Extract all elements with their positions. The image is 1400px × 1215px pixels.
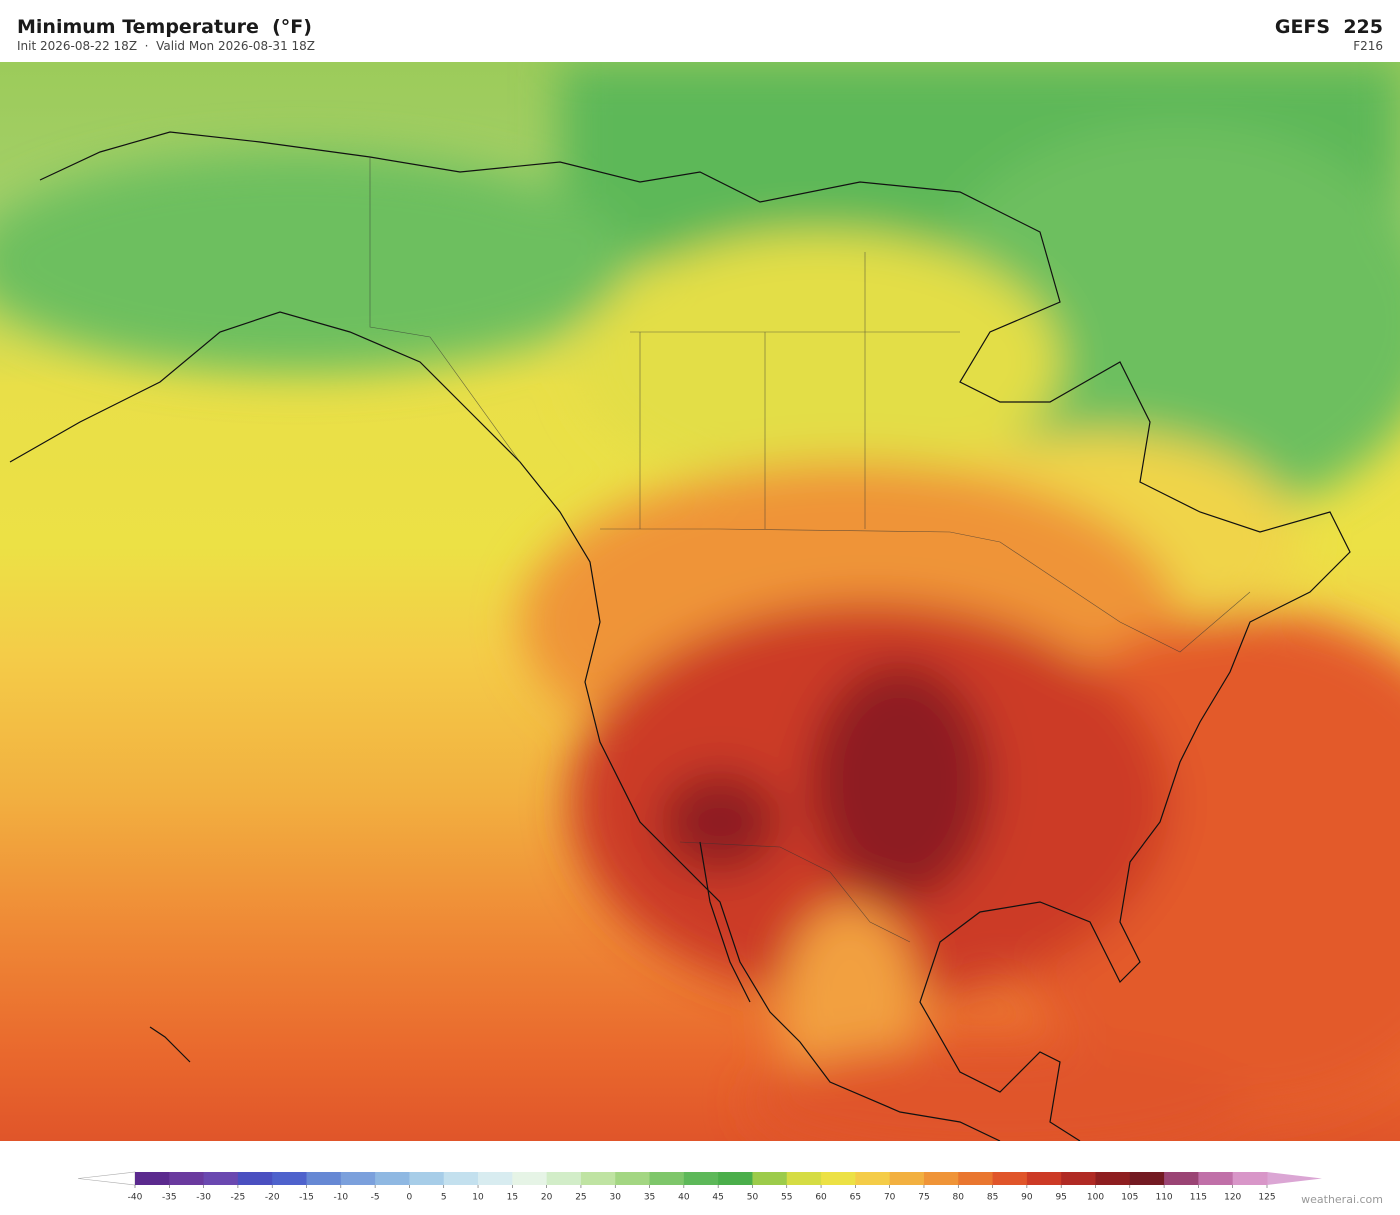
colorbar-tick-label: 70 <box>884 1193 896 1203</box>
colorbar-bin <box>855 1172 891 1185</box>
colorbar-tick-label: 20 <box>541 1193 553 1203</box>
colorbar-tick-label: -30 <box>196 1193 211 1203</box>
colorbar-bin <box>237 1172 273 1185</box>
colorbar-bin <box>889 1172 925 1185</box>
colorbar-bin <box>683 1172 719 1185</box>
credit: weatherai.com <box>1301 1193 1383 1206</box>
colorbar-bin <box>306 1172 342 1185</box>
colorbar: -40 -35 -30 -25 -20 -15 -10 -5 0 5 10 15 20 25 30 35 40 4… <box>77 1171 1322 1203</box>
colorbar-bin <box>615 1172 651 1185</box>
colorbar-bin <box>923 1172 959 1185</box>
colorbar-over <box>1267 1172 1322 1185</box>
colorbar-bin <box>718 1172 753 1185</box>
colorbar-bin <box>272 1172 308 1185</box>
colorbar-bin <box>786 1172 822 1185</box>
colorbar-tick-label: 30 <box>610 1193 622 1203</box>
colorbar-bin <box>1198 1172 1234 1185</box>
colorbar-tick-label: 40 <box>678 1193 690 1203</box>
colorbar-bin <box>1129 1172 1165 1185</box>
colorbar-bin <box>752 1172 788 1185</box>
colorbar-bin <box>409 1172 445 1185</box>
colorbar-bin <box>512 1172 548 1185</box>
colorbar-tick-label: 90 <box>1021 1193 1033 1203</box>
colorbar-bin <box>478 1172 513 1185</box>
colorbar-tick-label: 105 <box>1121 1193 1138 1203</box>
colorbar-tick-label: 10 <box>472 1193 484 1203</box>
map <box>0 62 1400 1141</box>
colorbar-under <box>77 1171 136 1186</box>
colorbar-tick-label: -15 <box>299 1193 314 1203</box>
coastlines <box>9 131 1351 1141</box>
colorbar-tick-label: 120 <box>1224 1193 1241 1203</box>
colorbar-bin <box>958 1172 994 1185</box>
colorbar-tick-label: 95 <box>1055 1193 1066 1203</box>
colorbar-tick-label: 115 <box>1190 1193 1207 1203</box>
colorbar-bin <box>1164 1172 1199 1185</box>
colorbar-tick-label: -35 <box>162 1193 177 1203</box>
colorbar-tick-label: 60 <box>815 1193 827 1203</box>
borders <box>369 157 1251 943</box>
colorbar-bin <box>580 1172 616 1185</box>
colorbar-bin <box>1026 1172 1062 1185</box>
colorbar-tick-label: -10 <box>333 1193 348 1203</box>
colorbar-tick-label: 5 <box>441 1193 447 1203</box>
colorbar-bin <box>203 1172 239 1185</box>
colorbar-tick-label: 15 <box>507 1193 518 1203</box>
colorbar-tick-label: 0 <box>407 1193 413 1203</box>
model-label: GEFS 225 <box>1274 16 1383 38</box>
colorbar-bin <box>135 1172 170 1185</box>
forecast-hour: F216 <box>1353 39 1383 53</box>
colorbar-tick-label: 125 <box>1258 1193 1275 1203</box>
colorbar-bin <box>340 1172 376 1185</box>
colorbar-bin <box>649 1172 685 1185</box>
colorbar-tick-label: 35 <box>644 1193 655 1203</box>
colorbar-bin <box>1061 1172 1096 1185</box>
colorbar-tick-label: -5 <box>371 1193 380 1203</box>
colorbar-tick-label: 65 <box>850 1193 861 1203</box>
colorbar-tick-label: 100 <box>1087 1193 1104 1203</box>
colorbar-bin <box>169 1172 205 1185</box>
colorbar-tick-label: -40 <box>128 1193 143 1203</box>
map-title: Minimum Temperature (°F) <box>17 16 312 38</box>
map-subtitle: Init 2026-08-22 18Z · Valid Mon 2026-08-… <box>17 39 316 53</box>
colorbar-tick-label: 110 <box>1155 1193 1172 1203</box>
colorbar-tick-label: 55 <box>781 1193 792 1203</box>
colorbar-bin <box>546 1172 582 1185</box>
colorbar-tick-label: -25 <box>231 1193 246 1203</box>
colorbar-bin <box>1232 1172 1268 1185</box>
colorbar-tick-label: -20 <box>265 1193 280 1203</box>
colorbar-bin <box>375 1172 410 1185</box>
colorbar-bin <box>1095 1172 1131 1185</box>
colorbar-bin <box>443 1172 479 1185</box>
colorbar-tick-label: 50 <box>747 1193 759 1203</box>
colorbar-tick-label: 85 <box>987 1193 998 1203</box>
colorbar-bin <box>992 1172 1028 1185</box>
colorbar-tick-label: 45 <box>712 1193 723 1203</box>
colorbar-tick-label: 75 <box>918 1193 929 1203</box>
colorbar-tick-label: 80 <box>953 1193 965 1203</box>
colorbar-tick-label: 25 <box>575 1193 586 1203</box>
colorbar-bin <box>821 1172 856 1185</box>
